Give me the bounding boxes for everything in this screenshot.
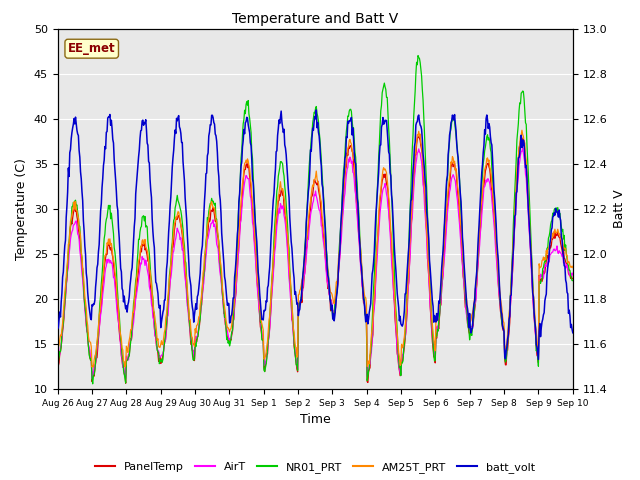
Y-axis label: Temperature (C): Temperature (C) bbox=[15, 158, 28, 260]
Text: EE_met: EE_met bbox=[68, 42, 116, 55]
Legend: PanelTemp, AirT, NR01_PRT, AM25T_PRT, batt_volt: PanelTemp, AirT, NR01_PRT, AM25T_PRT, ba… bbox=[90, 457, 540, 477]
X-axis label: Time: Time bbox=[300, 413, 331, 426]
Y-axis label: Batt V: Batt V bbox=[613, 190, 626, 228]
Title: Temperature and Batt V: Temperature and Batt V bbox=[232, 12, 398, 26]
